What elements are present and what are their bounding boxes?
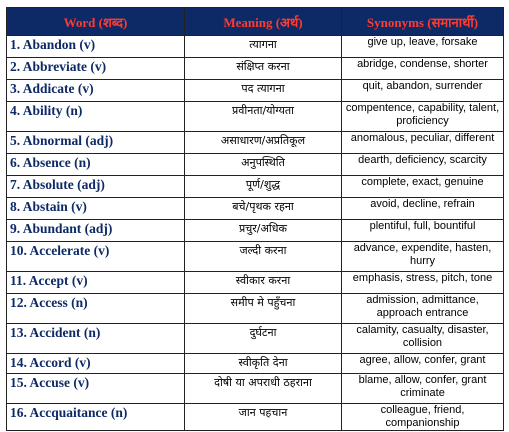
- meaning-cell: असाधारण/अप्रतिकूल: [184, 131, 342, 154]
- meaning-cell: दुर्घटना: [184, 323, 342, 354]
- table-row: 15. Accuse (v) दोषी या अपराधी ठहराना bla…: [6, 373, 504, 404]
- meaning-cell: जल्दी करना: [184, 241, 342, 272]
- table-row: 11. Accept (v) स्वीकार करना emphasis, st…: [6, 271, 504, 294]
- word-cell: 15. Accuse (v): [6, 373, 185, 404]
- synonyms-cell: advance, expendite, hasten, hurry: [341, 241, 504, 272]
- table-row: 5. Abnormal (adj) असाधारण/अप्रतिकूल anom…: [6, 131, 504, 154]
- word-cell: 16. Accquaitance (n): [6, 403, 185, 431]
- meaning-cell: पूर्ण/शुद्ध: [184, 175, 342, 198]
- synonyms-cell: complete, exact, genuine: [341, 175, 504, 198]
- meaning-cell: बचे/पृथक रहना: [184, 197, 342, 220]
- meaning-cell: जान पहचान: [184, 403, 342, 431]
- word-cell: 8. Abstain (v): [6, 197, 185, 220]
- meaning-cell: प्रचुर/अधिक: [184, 219, 342, 242]
- table-row: 2. Abbreviate (v) संक्षिप्त करना abridge…: [6, 57, 504, 80]
- table-row: 6. Absence (n) अनुपस्थिति dearth, defici…: [6, 153, 504, 176]
- meaning-cell: स्वीकार करना: [184, 271, 342, 294]
- word-cell: 1. Abandon (v): [6, 35, 185, 58]
- header-synonyms: Synonyms (समानार्थी): [341, 7, 504, 36]
- table-row: 8. Abstain (v) बचे/पृथक रहना avoid, decl…: [6, 197, 504, 220]
- synonyms-cell: admission, admittance, approach entrance: [341, 293, 504, 324]
- synonyms-cell: compentence, capability, talent, profici…: [341, 101, 504, 132]
- synonyms-cell: anomalous, peculiar, different: [341, 131, 504, 154]
- table-row: 14. Accord (v) स्वीकृति देना agree, allo…: [6, 353, 504, 374]
- meaning-cell: प्रवीनता/योग्यता: [184, 101, 342, 132]
- synonyms-cell: emphasis, stress, pitch, tone: [341, 271, 504, 294]
- table-row: 9. Abundant (adj) प्रचुर/अधिक plentiful,…: [6, 219, 504, 242]
- word-cell: 12. Access (n): [6, 293, 185, 324]
- header-word: Word (शब्द): [6, 7, 185, 36]
- table-row: 16. Accquaitance (n) जान पहचान colleague…: [6, 403, 504, 431]
- table-row: 3. Addicate (v) पद त्यागना quit, abandon…: [6, 79, 504, 102]
- word-cell: 3. Addicate (v): [6, 79, 185, 102]
- table-row: 1. Abandon (v) त्यागना give up, leave, f…: [6, 35, 504, 58]
- word-cell: 10. Accelerate (v): [6, 241, 185, 272]
- meaning-cell: समीप मे पहुँचना: [184, 293, 342, 324]
- header-meaning: Meaning (अर्थ): [184, 7, 342, 36]
- meaning-cell: त्यागना: [184, 35, 342, 58]
- meaning-cell: अनुपस्थिति: [184, 153, 342, 176]
- meaning-cell: स्वीकृति देना: [184, 353, 342, 374]
- vocabulary-table: Word (शब्द) Meaning (अर्थ) Synonyms (समा…: [6, 7, 504, 431]
- word-cell: 5. Abnormal (adj): [6, 131, 185, 154]
- synonyms-cell: give up, leave, forsake: [341, 35, 504, 58]
- table-row: 10. Accelerate (v) जल्दी करना advance, e…: [6, 241, 504, 272]
- word-cell: 6. Absence (n): [6, 153, 185, 176]
- synonyms-cell: colleague, friend, companionship: [341, 403, 504, 431]
- meaning-cell: दोषी या अपराधी ठहराना: [184, 373, 342, 404]
- synonyms-cell: quit, abandon, surrender: [341, 79, 504, 102]
- table-row: 13. Accident (n) दुर्घटना calamity, casu…: [6, 323, 504, 354]
- word-cell: 11. Accept (v): [6, 271, 185, 294]
- table-row: 12. Access (n) समीप मे पहुँचना admission…: [6, 293, 504, 324]
- synonyms-cell: plentiful, full, bountiful: [341, 219, 504, 242]
- table-row: 7. Absolute (adj) पूर्ण/शुद्ध complete, …: [6, 175, 504, 198]
- word-cell: 7. Absolute (adj): [6, 175, 185, 198]
- synonyms-cell: blame, allow, confer, grant criminate: [341, 373, 504, 404]
- synonyms-cell: avoid, decline, refrain: [341, 197, 504, 220]
- word-cell: 2. Abbreviate (v): [6, 57, 185, 80]
- word-cell: 9. Abundant (adj): [6, 219, 185, 242]
- word-cell: 4. Ability (n): [6, 101, 185, 132]
- synonyms-cell: dearth, deficiency, scarcity: [341, 153, 504, 176]
- meaning-cell: संक्षिप्त करना: [184, 57, 342, 80]
- table-row: 4. Ability (n) प्रवीनता/योग्यता compente…: [6, 101, 504, 132]
- synonyms-cell: abridge, condense, shorter: [341, 57, 504, 80]
- word-cell: 14. Accord (v): [6, 353, 185, 374]
- word-cell: 13. Accident (n): [6, 323, 185, 354]
- synonyms-cell: agree, allow, confer, grant: [341, 353, 504, 374]
- synonyms-cell: calamity, casualty, disaster, collision: [341, 323, 504, 354]
- header-row: Word (शब्द) Meaning (अर्थ) Synonyms (समा…: [6, 7, 504, 36]
- meaning-cell: पद त्यागना: [184, 79, 342, 102]
